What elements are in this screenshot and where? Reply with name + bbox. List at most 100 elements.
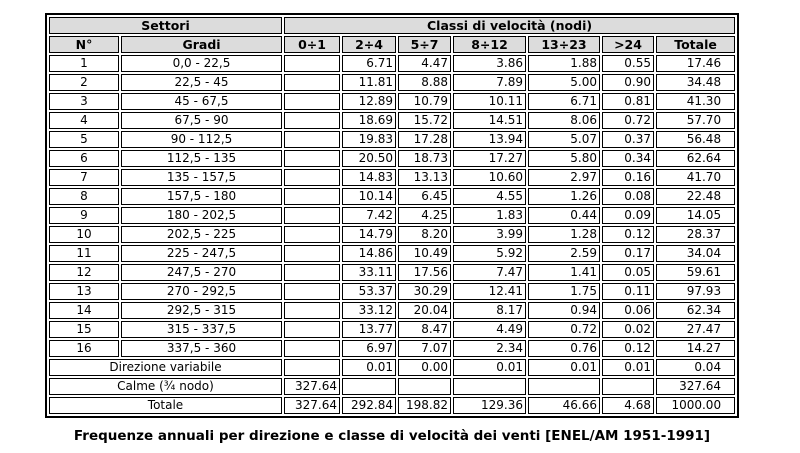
row-total-value: 14.27	[656, 340, 736, 357]
frequency-value: 33.11	[342, 264, 396, 281]
frequency-value	[284, 93, 340, 110]
sector-number: 13	[49, 283, 119, 300]
sector-row: 12 247,5 - 270 33.11 17.56 7.47 1.41 0.0…	[49, 264, 736, 281]
wind-frequency-table: Settori Classi di velocità (nodi) N° Gra…	[45, 13, 740, 418]
sector-row: 1 0,0 - 22,5 6.71 4.47 3.86 1.88 0.55 17…	[49, 55, 736, 72]
sector-number: 7	[49, 169, 119, 186]
summary-row: Totale 327.64 292.84 198.82 129.36 46.66…	[49, 397, 736, 414]
frequency-value: 4.49	[453, 321, 526, 338]
frequency-value	[284, 264, 340, 281]
column-header-speed-class: 8÷12	[453, 36, 526, 53]
frequency-value: 33.12	[342, 302, 396, 319]
frequency-value	[284, 340, 340, 357]
frequency-value: 4.47	[398, 55, 451, 72]
frequency-value	[284, 321, 340, 338]
frequency-value: 14.83	[342, 169, 396, 186]
frequency-value: 10.11	[453, 93, 526, 110]
summary-row-label: Calme (¾ nodo)	[49, 378, 282, 395]
sector-row: 3 45 - 67,5 12.89 10.79 10.11 6.71 0.81 …	[49, 93, 736, 110]
column-header-numero: N°	[49, 36, 119, 53]
frequency-value: 4.25	[398, 207, 451, 224]
column-header-gradi: Gradi	[121, 36, 282, 53]
frequency-value: 5.80	[528, 150, 600, 167]
sector-row: 11 225 - 247,5 14.86 10.49 5.92 2.59 0.1…	[49, 245, 736, 262]
sector-degrees: 225 - 247,5	[121, 245, 282, 262]
row-total-value: 17.46	[656, 55, 736, 72]
frequency-value	[284, 74, 340, 91]
summary-total-value: 1000.00	[656, 397, 736, 414]
frequency-value: 18.69	[342, 112, 396, 129]
frequency-value: 0.72	[528, 321, 600, 338]
sector-row: 9 180 - 202,5 7.42 4.25 1.83 0.44 0.09 1…	[49, 207, 736, 224]
frequency-value: 10.79	[398, 93, 451, 110]
summary-value: 4.68	[602, 397, 654, 414]
frequency-value: 0.05	[602, 264, 654, 281]
sector-degrees: 0,0 - 22,5	[121, 55, 282, 72]
header-classi-velocita: Classi di velocità (nodi)	[284, 17, 736, 34]
sector-number: 3	[49, 93, 119, 110]
frequency-value: 0.16	[602, 169, 654, 186]
frequency-value	[284, 188, 340, 205]
frequency-value: 1.75	[528, 283, 600, 300]
summary-value: 46.66	[528, 397, 600, 414]
sector-degrees: 135 - 157,5	[121, 169, 282, 186]
sector-number: 4	[49, 112, 119, 129]
frequency-value: 7.89	[453, 74, 526, 91]
frequency-value: 0.90	[602, 74, 654, 91]
frequency-value: 3.99	[453, 226, 526, 243]
sector-degrees: 22,5 - 45	[121, 74, 282, 91]
table-caption: Frequenze annuali per direzione e classe…	[73, 428, 711, 444]
frequency-value: 6.97	[342, 340, 396, 357]
sector-degrees: 180 - 202,5	[121, 207, 282, 224]
frequency-value: 17.56	[398, 264, 451, 281]
row-total-value: 41.70	[656, 169, 736, 186]
column-header-speed-class: 13÷23	[528, 36, 600, 53]
row-total-value: 41.30	[656, 93, 736, 110]
frequency-value: 1.83	[453, 207, 526, 224]
row-total-value: 34.48	[656, 74, 736, 91]
row-total-value: 28.37	[656, 226, 736, 243]
frequency-value: 8.47	[398, 321, 451, 338]
frequency-value	[284, 207, 340, 224]
sector-degrees: 157,5 - 180	[121, 188, 282, 205]
sector-number: 9	[49, 207, 119, 224]
sector-row: 13 270 - 292,5 53.37 30.29 12.41 1.75 0.…	[49, 283, 736, 300]
column-header-speed-class: 0÷1	[284, 36, 340, 53]
frequency-value: 4.55	[453, 188, 526, 205]
summary-value	[284, 359, 340, 376]
row-total-value: 62.64	[656, 150, 736, 167]
frequency-value: 1.88	[528, 55, 600, 72]
frequency-value: 1.28	[528, 226, 600, 243]
sector-degrees: 202,5 - 225	[121, 226, 282, 243]
frequency-value: 11.81	[342, 74, 396, 91]
sector-degrees: 292,5 - 315	[121, 302, 282, 319]
frequency-value: 1.26	[528, 188, 600, 205]
sector-degrees: 337,5 - 360	[121, 340, 282, 357]
frequency-value	[284, 150, 340, 167]
frequency-value: 7.42	[342, 207, 396, 224]
summary-value: 0.01	[602, 359, 654, 376]
frequency-value: 12.89	[342, 93, 396, 110]
frequency-value: 17.28	[398, 131, 451, 148]
frequency-value: 0.11	[602, 283, 654, 300]
row-total-value: 56.48	[656, 131, 736, 148]
frequency-value	[284, 55, 340, 72]
frequency-value: 18.73	[398, 150, 451, 167]
frequency-value: 14.79	[342, 226, 396, 243]
frequency-value: 0.55	[602, 55, 654, 72]
sector-number: 8	[49, 188, 119, 205]
frequency-value: 6.71	[342, 55, 396, 72]
frequency-value: 12.41	[453, 283, 526, 300]
row-total-value: 34.04	[656, 245, 736, 262]
frequency-value: 0.17	[602, 245, 654, 262]
frequency-value: 0.06	[602, 302, 654, 319]
column-header-speed-class: 2÷4	[342, 36, 396, 53]
frequency-value: 17.27	[453, 150, 526, 167]
column-header-totale: Totale	[656, 36, 736, 53]
sector-degrees: 315 - 337,5	[121, 321, 282, 338]
sector-row: 16 337,5 - 360 6.97 7.07 2.34 0.76 0.12 …	[49, 340, 736, 357]
sector-number: 16	[49, 340, 119, 357]
summary-value: 292.84	[342, 397, 396, 414]
frequency-value	[284, 131, 340, 148]
